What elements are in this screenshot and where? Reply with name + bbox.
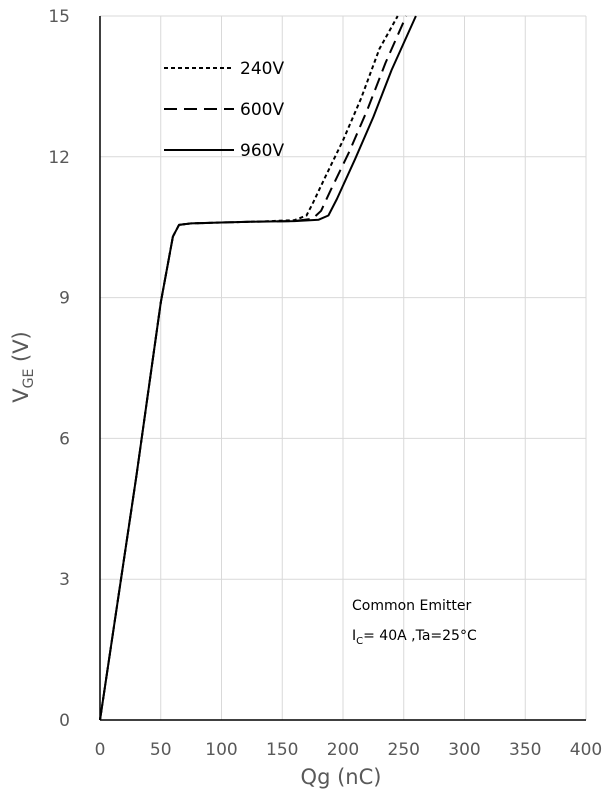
y-axis-title-subscript: GE (21, 369, 37, 389)
legend-label-600v: 600V (240, 100, 284, 120)
legend-label-960v: 960V (240, 141, 284, 161)
y-tick-label: 15 (48, 7, 70, 27)
x-tick-label: 50 (150, 740, 172, 760)
annotation-conditions: IC= 40A ,Ta=25°C (352, 628, 477, 647)
y-tick-label: 0 (59, 711, 70, 731)
x-axis-title: Qg (nC) (301, 765, 382, 789)
x-tick-label: 400 (570, 740, 602, 760)
annotation-ic-rest: = 40A ,Ta=25°C (363, 628, 477, 644)
x-tick-label: 150 (266, 740, 298, 760)
x-tick-label: 350 (509, 740, 541, 760)
y-axis-title: VGE (V) (9, 331, 37, 403)
x-tick-label: 0 (95, 740, 106, 760)
series-600v-line (99, 15, 408, 721)
x-tick-label: 300 (448, 740, 480, 760)
y-axis-title-main: V (9, 388, 33, 403)
y-tick-label: 9 (59, 289, 70, 309)
y-tick-label: 3 (59, 570, 70, 590)
annotation-ic-main: I (352, 628, 356, 644)
x-tick-label: 200 (327, 740, 359, 760)
series-960v-line (99, 15, 417, 721)
x-tick-labels: 0 50 100 150 200 250 300 350 400 (95, 740, 603, 760)
x-tick-label: 100 (205, 740, 237, 760)
series-layer (99, 15, 417, 721)
plot-frame (99, 16, 586, 721)
series-240v-line (99, 15, 399, 721)
legend: 240V 600V 960V (164, 59, 284, 161)
legend-label-240v: 240V (240, 59, 284, 79)
y-tick-labels: 0 3 6 9 12 15 (48, 7, 70, 731)
y-tick-label: 12 (48, 148, 70, 168)
annotation-ic-subscript: C (356, 636, 363, 647)
grid (99, 15, 587, 721)
x-tick-label: 250 (388, 740, 420, 760)
annotation-common-emitter: Common Emitter (352, 598, 471, 614)
y-axis-title-unit: (V) (9, 331, 33, 368)
y-tick-label: 6 (59, 429, 70, 449)
